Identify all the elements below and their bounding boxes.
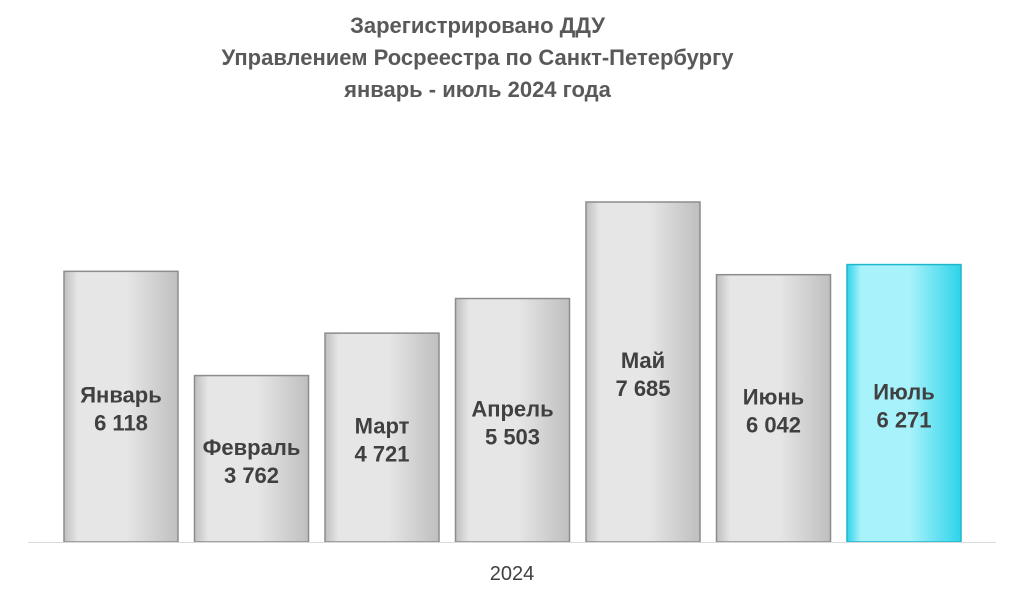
- bar-value-label-2: 3 762: [224, 463, 279, 488]
- bar-6: [715, 273, 832, 543]
- bar-category-label-1: Январь: [80, 383, 162, 408]
- bar-value-label-4: 5 503: [485, 424, 540, 449]
- bar-1: [63, 270, 179, 543]
- bar-value-label-1: 6 118: [94, 411, 148, 436]
- bar-category-label-4: Апрель: [471, 396, 553, 421]
- bar-value-label-6: 6 042: [746, 412, 801, 437]
- bar-value-label-5: 7 685: [615, 376, 670, 401]
- chart-title-line-2: Управлением Росреестра по Санкт-Петербур…: [221, 45, 734, 70]
- bar-value-label-7: 6 271: [876, 407, 931, 432]
- bar-category-label-3: Март: [355, 414, 410, 439]
- bar-category-label-5: Май: [621, 348, 665, 373]
- bars-layer: Январь 6 118 Февраль 3 762 Март 4 721 Апрель 5 …: [63, 201, 962, 543]
- bar-category-label-2: Февраль: [203, 435, 301, 460]
- chart-title-line-3: январь - июль 2024 года: [344, 77, 611, 102]
- x-axis-label: 2024: [490, 563, 535, 585]
- chart-title: Зарегистрировано ДДУ Управлением Росреес…: [0, 10, 955, 106]
- bar-category-label-6: Июнь: [743, 384, 804, 409]
- bar-7: [846, 263, 962, 543]
- chart-title-line-1: Зарегистрировано ДДУ: [350, 13, 605, 38]
- bar-category-label-7: Июль: [873, 379, 935, 404]
- bar-value-label-3: 4 721: [354, 442, 409, 467]
